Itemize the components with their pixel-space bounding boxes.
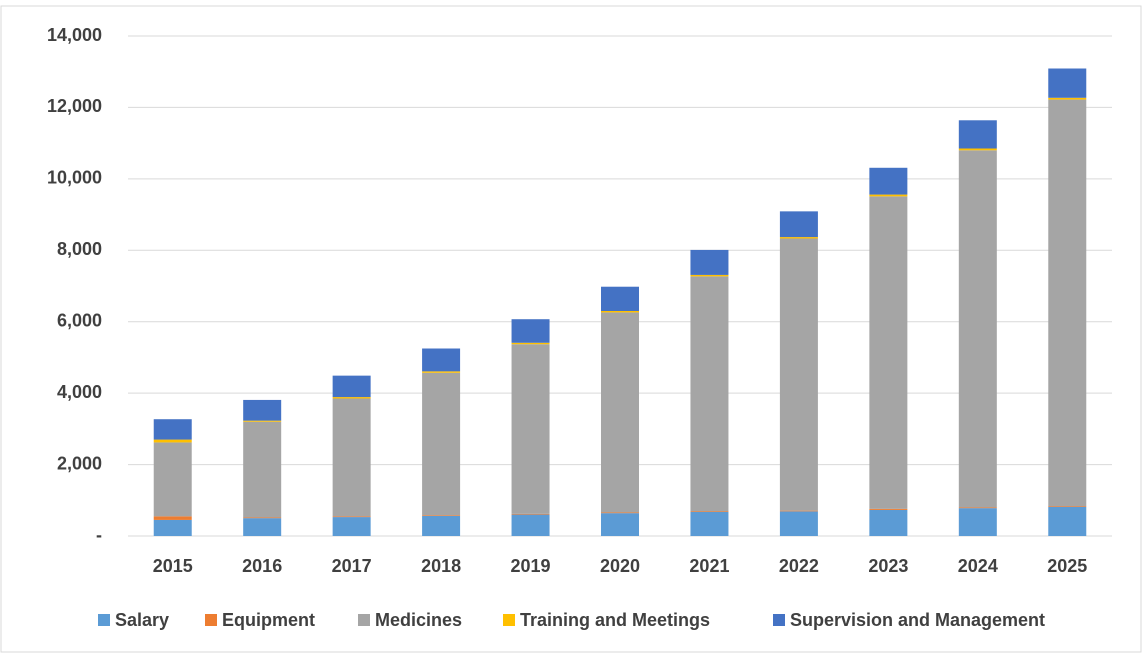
bar-segment [332,398,371,517]
bar-segment [779,211,818,238]
bar-segment [332,375,371,398]
bar-segment [601,311,639,313]
bar-segment [153,439,192,443]
bar-segment [1048,506,1087,507]
bar-segment [779,511,818,536]
bar-segment [243,399,282,421]
bar-segment [869,508,908,510]
bar-segment [690,511,729,512]
bar-segment [243,518,282,536]
bar-segment [332,397,371,399]
y-tick-label: 12,000 [47,96,102,116]
bar-segment [958,508,997,536]
bar-segment [422,371,461,373]
bar-segment [153,516,192,520]
bar-segment [511,342,550,345]
legend-label: Equipment [222,610,315,630]
bar-segment [153,419,192,440]
x-tick-label: 2018 [421,556,461,576]
bar-segment [332,516,371,518]
bar-segment [601,512,639,514]
bar-segment [601,513,639,536]
bar-segment [153,442,192,517]
bar-segment [243,517,282,519]
x-tick-label: 2025 [1047,556,1087,576]
legend-swatch [773,614,785,626]
bar-segment [958,148,997,151]
y-tick-label: 14,000 [47,25,102,45]
bar-segment [511,514,550,536]
bar-segment [422,348,461,372]
y-tick-label: 8,000 [57,239,102,259]
legend-label: Training and Meetings [520,610,710,630]
x-tick-label: 2023 [868,556,908,576]
y-tick-label: 2,000 [57,453,102,473]
bar-segment [869,194,908,197]
x-tick-label: 2024 [958,556,998,576]
bar-segment [1048,99,1087,507]
y-tick-label: 4,000 [57,382,102,402]
bar-segment [869,196,908,509]
bar-segment [690,276,729,511]
bar-segment [153,519,192,536]
bar-segment [332,517,371,536]
x-tick-label: 2017 [332,556,372,576]
bar-segment [243,421,282,518]
y-tick-label: 6,000 [57,310,102,330]
x-tick-label: 2015 [153,556,193,576]
bar-segment [958,120,997,149]
bar-segment [422,515,461,516]
legend-swatch [358,614,370,626]
bar-segment [958,150,997,508]
bar-segment [511,344,550,514]
bar-segment [1048,97,1087,100]
y-tick-label: 10,000 [47,168,102,188]
y-tick-label: - [96,525,102,545]
bar-segment [869,167,908,195]
bar-segment [779,237,818,239]
chart-border [0,5,1142,653]
legend-label: Supervision and Management [790,610,1045,630]
bar-segment [690,249,729,275]
bar-segment [243,420,282,422]
bar-segment [601,286,639,311]
bar-segment [1048,68,1087,98]
legend-label: Medicines [375,610,462,630]
legend-swatch [205,614,217,626]
bar-segment [511,513,550,515]
bar-segment [422,372,461,516]
bar-segment [601,312,639,513]
bar-segment [422,516,461,536]
x-tick-label: 2021 [689,556,729,576]
bar-segment [869,509,908,536]
bar-segment [958,507,997,509]
bar-segment [779,510,818,512]
x-tick-label: 2016 [242,556,282,576]
bar-segment [690,274,729,277]
bar-segment [511,319,550,343]
x-tick-label: 2022 [779,556,819,576]
x-tick-label: 2020 [600,556,640,576]
bar-segment [1048,506,1087,536]
legend-label: Salary [115,610,169,630]
legend-swatch [98,614,110,626]
bar-segment [690,511,729,536]
x-tick-label: 2019 [511,556,551,576]
legend-swatch [503,614,515,626]
bar-segment [779,238,818,511]
